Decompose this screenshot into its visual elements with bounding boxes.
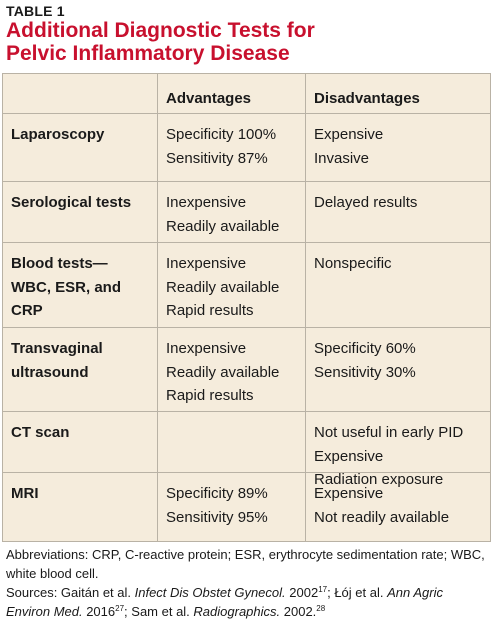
cell-line: Inexpensive	[166, 340, 247, 357]
source-1-ref: 17	[318, 585, 328, 594]
cell-line: Expensive	[314, 447, 384, 465]
source-3-authors: ; Sam et al.	[124, 604, 194, 619]
cell-line: Invasive	[314, 149, 370, 167]
cell-line: Specificity 100%	[166, 126, 277, 143]
cell-line: Delayed results	[314, 194, 418, 211]
cell-line: ultrasound	[11, 363, 89, 381]
sources-note: Sources: Gaitán et al. Infect Dis Obstet…	[6, 583, 490, 621]
source-3-ref: 28	[316, 604, 326, 613]
test-cell: Laparoscopy	[3, 114, 158, 181]
table-title: Additional Diagnostic Tests for Pelvic I…	[6, 19, 486, 65]
cell-line: Not useful in early PID	[314, 424, 464, 441]
advantages-cell: Inexpensive Readily available Rapid result…	[158, 328, 306, 411]
advantages-cell: Specificity 100% Sensitivity 87%	[158, 114, 306, 181]
table-row: Blood tests— WBC, ESR, and CRP Inexpensive R…	[3, 243, 490, 328]
source-2-authors: ; Łój et al.	[327, 585, 388, 600]
diagnostic-tests-table: Advantages Disadvantages Laparoscopy Spec…	[2, 73, 491, 542]
advantages-cell: Specificity 89% Sensitivity 95%	[158, 473, 306, 541]
cell-line: Rapid results	[166, 302, 254, 319]
cell-line: Rapid results	[166, 387, 254, 404]
header-test	[3, 74, 158, 113]
advantages-cell: Inexpensive Readily available	[158, 182, 306, 242]
table-row: CT scan Not useful in early PID Expensive R…	[3, 412, 490, 488]
cell-line: Not readily available	[314, 508, 450, 526]
table-row: Laparoscopy Specificity 100% Sensitivity 8…	[3, 114, 490, 182]
cell-line: CT scan	[11, 424, 70, 441]
cell-line: Specificity 60%	[314, 340, 416, 357]
cell-line: Expensive	[314, 485, 384, 502]
cell-line: Radiation exposure	[314, 471, 444, 488]
disadvantages-cell: Expensive Not readily available	[306, 473, 490, 541]
disadvantages-cell: Delayed results	[306, 182, 490, 242]
cell-line: MRI	[11, 485, 39, 502]
table-footnote: Abbreviations: CRP, C-reactive protein; …	[6, 545, 490, 621]
advantages-cell	[158, 412, 306, 472]
test-cell: Transvaginal ultrasound	[3, 328, 158, 411]
cell-line: Expensive	[314, 126, 384, 143]
table-label: TABLE 1	[6, 3, 65, 19]
disadvantages-cell: Expensive Invasive	[306, 114, 490, 181]
abbreviations-note: Abbreviations: CRP, C-reactive protein; …	[6, 547, 485, 581]
sources-prefix: Sources: Gaitán et al.	[6, 585, 135, 600]
cell-line: Readily available	[166, 278, 280, 296]
title-line: Pelvic Inflammatory Disease	[6, 42, 290, 65]
cell-line: Sensitivity 95%	[166, 508, 268, 526]
header-advantages: Advantages	[158, 74, 306, 113]
test-cell: Serological tests	[3, 182, 158, 242]
source-2-year: 2016	[82, 604, 116, 619]
cell-line: Blood tests—	[11, 255, 108, 272]
disadvantages-cell: Not useful in early PID Expensive Radiatio…	[306, 412, 490, 488]
disadvantages-cell: Nonspecific	[306, 243, 490, 327]
title-line: Additional Diagnostic Tests for	[6, 19, 315, 42]
source-2-ref: 27	[115, 604, 125, 613]
cell-line: Inexpensive	[166, 255, 247, 272]
table-row: Serological tests Inexpensive Readily avai…	[3, 182, 490, 243]
cell-line: Specificity 89%	[166, 485, 268, 502]
test-cell: MRI	[3, 473, 158, 541]
disadvantages-cell: Specificity 60% Sensitivity 30%	[306, 328, 490, 411]
cell-line: Readily available	[166, 217, 280, 235]
cell-line: Serological tests	[11, 194, 132, 211]
table-row: MRI Specificity 89% Sensitivity 95% Expensi…	[3, 473, 490, 541]
cell-line: Nonspecific	[314, 255, 392, 272]
cell-line: Sensitivity 30%	[314, 363, 416, 381]
cell-line: Laparoscopy	[11, 126, 105, 143]
advantages-cell: Inexpensive Readily available Rapid result…	[158, 243, 306, 327]
cell-line: Inexpensive	[166, 194, 247, 211]
source-2-journal: Ann Agric Environ Med.	[6, 585, 443, 619]
source-1-year: 2002	[285, 585, 319, 600]
source-1-journal: Infect Dis Obstet Gynecol.	[134, 585, 286, 600]
cell-line: WBC, ESR, and	[11, 278, 122, 296]
header-disadvantages: Disadvantages	[314, 90, 420, 107]
source-3-year: 2002.	[280, 604, 317, 619]
cell-line: Sensitivity 87%	[166, 149, 268, 167]
cell-line: Readily available	[166, 363, 280, 381]
source-3-journal: Radiographics.	[193, 604, 281, 619]
test-cell: Blood tests— WBC, ESR, and CRP	[3, 243, 158, 327]
table-row: Transvaginal ultrasound Inexpensive Readily…	[3, 328, 490, 412]
cell-line: CRP	[11, 302, 43, 319]
header-row: Advantages Disadvantages	[3, 74, 490, 114]
test-cell: CT scan	[3, 412, 158, 472]
cell-line: Transvaginal	[11, 340, 103, 357]
